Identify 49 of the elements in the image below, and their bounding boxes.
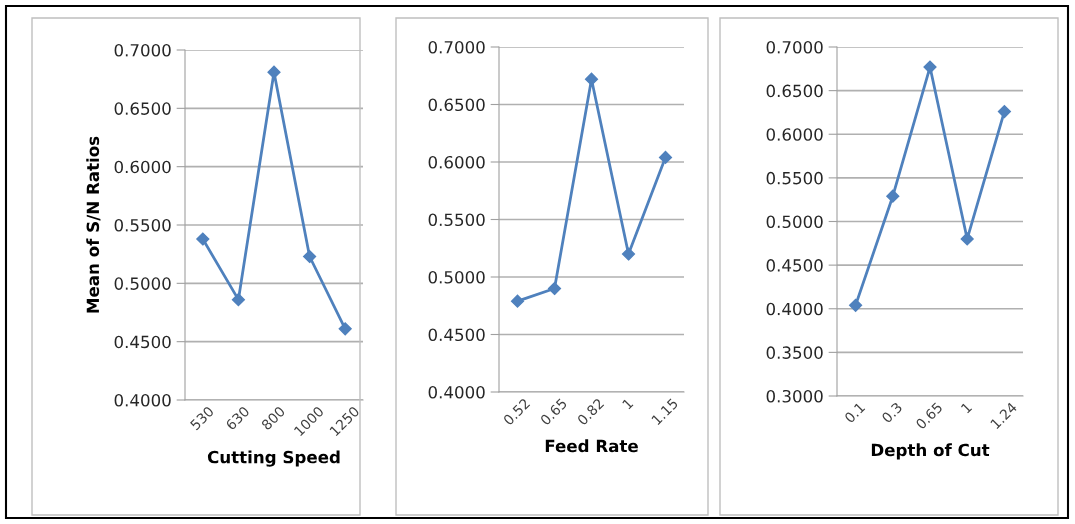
y-tick-label: 0.7000: [428, 40, 485, 54]
x-tick-label: 1: [960, 402, 973, 414]
y-tick-label: 0.4500: [428, 328, 485, 342]
point: [584, 72, 599, 86]
y-tick-label: 0.3000: [766, 389, 823, 403]
x-axis-title: Feed Rate: [545, 439, 638, 453]
y-tick-label: 0.4000: [114, 393, 171, 407]
point: [923, 60, 937, 74]
y-tick-label: 0.6500: [766, 84, 823, 98]
point: [303, 249, 317, 264]
point: [510, 294, 525, 308]
y-tick-label: 0.5000: [428, 270, 485, 284]
x-tick-label: 630: [225, 405, 250, 431]
x-tick-label: 530: [189, 405, 215, 431]
point: [960, 232, 974, 246]
x-tick-label: 0.1: [843, 401, 866, 424]
y-tick-label: 0.5500: [428, 213, 485, 227]
x-tick-label: 800: [260, 405, 286, 431]
x-axis-title: Depth of Cut: [871, 443, 990, 460]
y-axis-title: Mean of S/N Ratios: [86, 136, 101, 313]
point: [231, 293, 245, 307]
y-tick-label: 0.5500: [114, 218, 171, 232]
y-tick-label: 0.3500: [766, 346, 823, 359]
y-tick-label: 0.5500: [766, 171, 823, 185]
point: [547, 281, 562, 296]
y-tick-label: 0.6500: [428, 98, 485, 112]
point: [338, 322, 352, 336]
y-tick-label: 0.7000: [114, 43, 171, 57]
x-tick-label: 0.3: [881, 401, 903, 424]
point: [658, 150, 673, 164]
point: [849, 298, 863, 312]
point: [886, 189, 900, 203]
y-tick-label: 0.7000: [766, 40, 823, 54]
point: [267, 65, 281, 79]
y-tick-label: 0.6000: [766, 128, 823, 141]
y-tick-label: 0.4500: [114, 335, 171, 349]
y-tick-label: 0.4500: [766, 259, 823, 272]
y-tick-label: 0.6000: [114, 160, 171, 174]
point: [196, 232, 210, 246]
y-tick-label: 0.6000: [428, 155, 485, 169]
y-tick-label: 0.5000: [766, 215, 823, 229]
y-tick-label: 0.4000: [428, 385, 485, 399]
x-tick-label: 1: [622, 398, 634, 410]
y-tick-label: 0.6500: [114, 102, 171, 115]
point: [997, 104, 1011, 119]
point: [621, 247, 636, 261]
y-tick-label: 0.4000: [766, 302, 823, 316]
x-axis-title: Cutting Speed: [207, 450, 340, 467]
y-tick-label: 0.5000: [114, 277, 171, 290]
